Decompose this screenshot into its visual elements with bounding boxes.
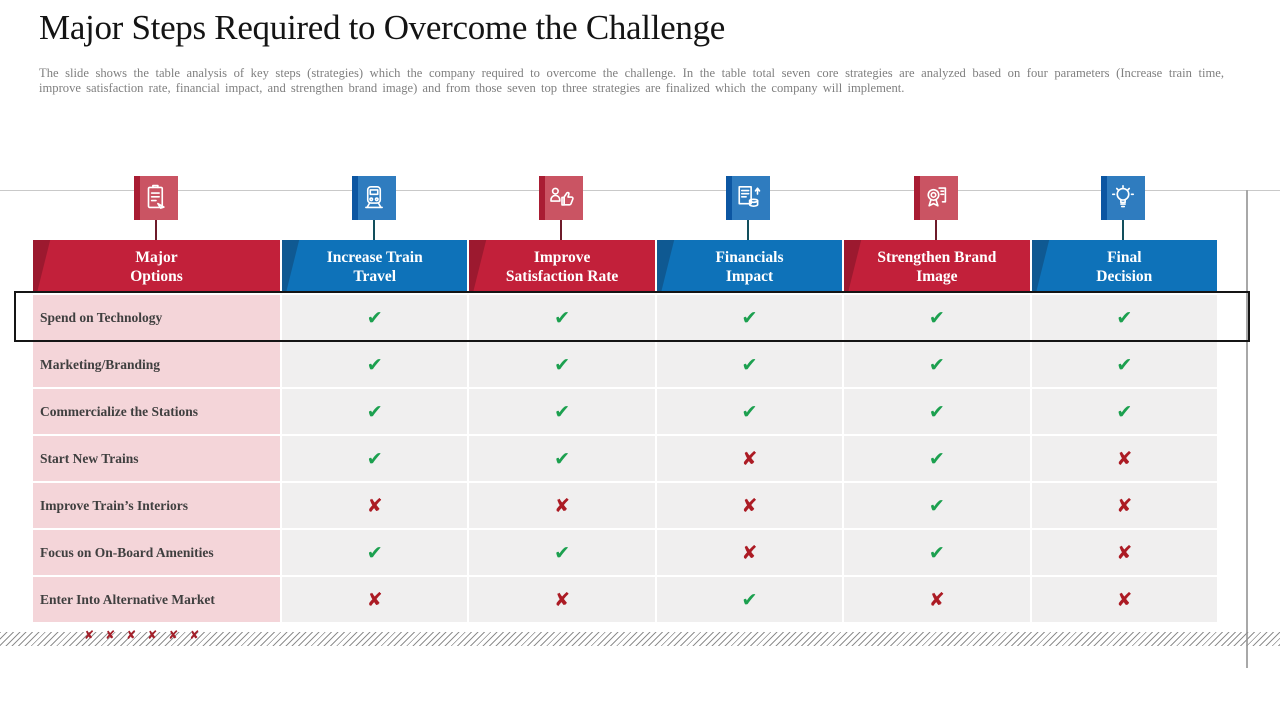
decision-mark: ✘ [282, 483, 468, 528]
icon-connector [1122, 220, 1124, 240]
decision-mark: ✔ [656, 342, 843, 387]
selected-row-outline [14, 291, 1250, 342]
decision-mark: ✘ [656, 483, 843, 528]
decision-mark: ✔ [1031, 295, 1217, 340]
decision-mark: ✔ [1031, 389, 1217, 434]
cross-mark-icon: ✘ [168, 628, 179, 642]
decision-mark: ✘ [469, 577, 655, 622]
decision-mark: ✘ [1031, 530, 1217, 575]
bottom-cross-marks: ✘ ✘ ✘ ✘ ✘ ✘ [84, 628, 199, 642]
row-label: Marketing/Branding [33, 342, 280, 387]
icon-fold-edge [134, 176, 140, 220]
icon-connector [747, 220, 749, 240]
icon-fold-edge [1101, 176, 1107, 220]
decision-mark: ✘ [1031, 577, 1217, 622]
decision-matrix-table: Major Options Increase Train Travel Improv… [33, 240, 1217, 622]
row-label: Start New Trains [33, 436, 280, 481]
column-header-increase-train-travel: Increase Train Travel [282, 240, 468, 293]
decision-mark: ✘ [1031, 483, 1217, 528]
decision-mark: ✔ [469, 389, 655, 434]
column-header-strengthen-brand-image: Strengthen Brand Image [844, 240, 1030, 293]
decision-mark: ✔ [469, 295, 655, 340]
brand-badge-icon [914, 176, 958, 220]
decision-mark: ✘ [1031, 436, 1217, 481]
icon-connector [155, 220, 157, 240]
decision-mark: ✔ [656, 577, 843, 622]
icon-fold-edge [352, 176, 358, 220]
column-header-improve-satisfaction-rate: Improve Satisfaction Rate [469, 240, 655, 293]
cross-mark-icon: ✘ [189, 628, 200, 642]
row-label: Enter Into Alternative Market [33, 577, 280, 622]
customer-satisfaction-icon [539, 176, 583, 220]
decision-mark: ✔ [844, 436, 1030, 481]
column-header-financials-impact: Financials Impact [656, 240, 843, 293]
financial-report-icon [726, 176, 770, 220]
icon-connector [560, 220, 562, 240]
column-header-final-decision: Final Decision [1031, 240, 1217, 293]
icon-fold-edge [539, 176, 545, 220]
bottom-hatch-band [0, 632, 1280, 646]
decision-mark: ✔ [282, 389, 468, 434]
icon-fold-edge [914, 176, 920, 220]
slide-description: The slide shows the table analysis of ke… [39, 66, 1224, 95]
icon-connector [935, 220, 937, 240]
decision-mark: ✔ [282, 342, 468, 387]
decision-mark: ✔ [656, 295, 843, 340]
icon-connector [373, 220, 375, 240]
decision-mark: ✔ [656, 389, 843, 434]
decision-mark: ✘ [844, 577, 1030, 622]
idea-bulb-icon [1101, 176, 1145, 220]
row-label: Commercialize the Stations [33, 389, 280, 434]
cross-mark-icon: ✘ [147, 628, 158, 642]
row-label: Focus on On-Board Amenities [33, 530, 280, 575]
column-header-major-options: Major Options [33, 240, 280, 293]
cross-mark-icon: ✘ [105, 628, 116, 642]
page-title: Major Steps Required to Overcome the Cha… [39, 8, 726, 47]
decision-mark: ✔ [469, 436, 655, 481]
horizontal-divider [0, 190, 1280, 191]
icon-fold-edge [726, 176, 732, 220]
decision-mark: ✘ [656, 530, 843, 575]
decision-mark: ✘ [656, 436, 843, 481]
row-label: Spend on Technology [33, 295, 280, 340]
decision-mark: ✔ [469, 530, 655, 575]
decision-mark: ✔ [282, 530, 468, 575]
decision-mark: ✘ [469, 483, 655, 528]
row-label: Improve Train’s Interiors [33, 483, 280, 528]
vertical-divider [1246, 190, 1248, 668]
decision-mark: ✔ [844, 389, 1030, 434]
decision-mark: ✘ [282, 577, 468, 622]
decision-mark: ✔ [844, 295, 1030, 340]
decision-mark: ✔ [469, 342, 655, 387]
decision-mark: ✔ [1031, 342, 1217, 387]
decision-mark: ✔ [844, 483, 1030, 528]
train-icon [352, 176, 396, 220]
cross-mark-icon: ✘ [126, 628, 137, 642]
cross-mark-icon: ✘ [84, 628, 95, 642]
decision-mark: ✔ [844, 342, 1030, 387]
clipboard-checklist-icon [134, 176, 178, 220]
decision-mark: ✔ [282, 436, 468, 481]
decision-mark: ✔ [282, 295, 468, 340]
decision-mark: ✔ [844, 530, 1030, 575]
